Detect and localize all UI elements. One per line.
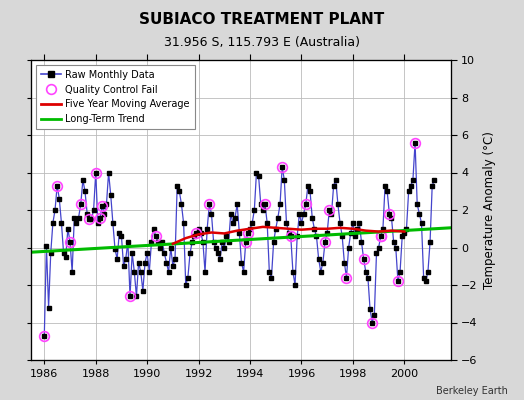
Text: 31.956 S, 115.793 E (Australia): 31.956 S, 115.793 E (Australia) bbox=[164, 36, 360, 49]
Text: SUBIACO TREATMENT PLANT: SUBIACO TREATMENT PLANT bbox=[139, 12, 385, 27]
Text: Berkeley Earth: Berkeley Earth bbox=[436, 386, 508, 396]
Y-axis label: Temperature Anomaly (°C): Temperature Anomaly (°C) bbox=[483, 131, 496, 289]
Legend: Raw Monthly Data, Quality Control Fail, Five Year Moving Average, Long-Term Tren: Raw Monthly Data, Quality Control Fail, … bbox=[36, 65, 195, 129]
